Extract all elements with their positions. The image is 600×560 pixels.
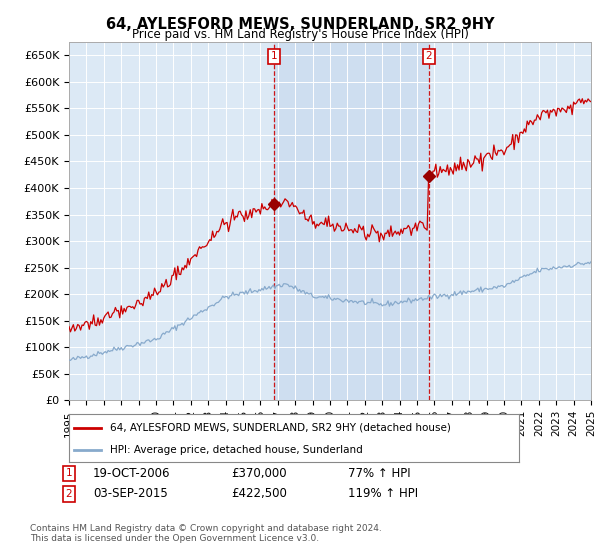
Text: 77% ↑ HPI: 77% ↑ HPI — [348, 466, 410, 480]
Text: 119% ↑ HPI: 119% ↑ HPI — [348, 487, 418, 501]
Text: £370,000: £370,000 — [231, 466, 287, 480]
Text: Contains HM Land Registry data © Crown copyright and database right 2024.
This d: Contains HM Land Registry data © Crown c… — [30, 524, 382, 543]
Bar — [274, 42, 428, 400]
Text: 03-SEP-2015: 03-SEP-2015 — [93, 487, 168, 501]
Text: 2: 2 — [65, 489, 73, 499]
Text: HPI: Average price, detached house, Sunderland: HPI: Average price, detached house, Sund… — [110, 445, 362, 455]
Text: 1: 1 — [65, 468, 73, 478]
Text: 1: 1 — [271, 52, 278, 62]
Text: 64, AYLESFORD MEWS, SUNDERLAND, SR2 9HY (detached house): 64, AYLESFORD MEWS, SUNDERLAND, SR2 9HY … — [110, 423, 451, 433]
Text: 19-OCT-2006: 19-OCT-2006 — [93, 466, 170, 480]
Text: £422,500: £422,500 — [231, 487, 287, 501]
Text: Price paid vs. HM Land Registry's House Price Index (HPI): Price paid vs. HM Land Registry's House … — [131, 28, 469, 41]
Text: 2: 2 — [425, 52, 432, 62]
Text: 64, AYLESFORD MEWS, SUNDERLAND, SR2 9HY: 64, AYLESFORD MEWS, SUNDERLAND, SR2 9HY — [106, 17, 494, 32]
